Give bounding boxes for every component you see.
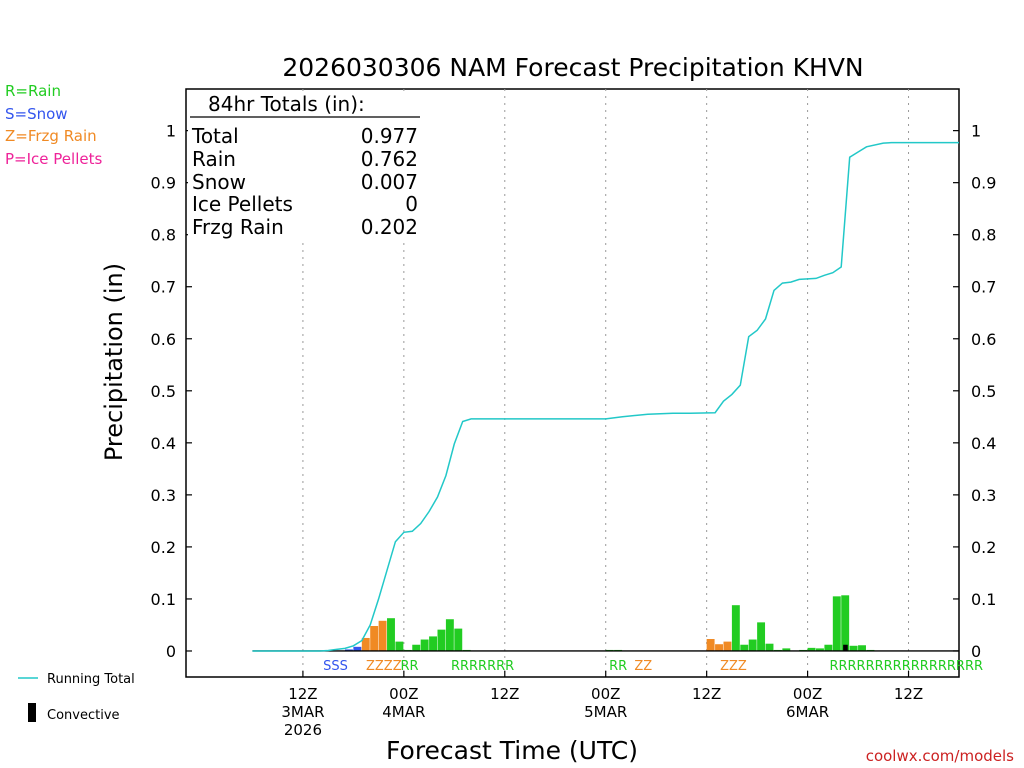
precip-bar bbox=[757, 622, 766, 651]
x-tick-label: 00Z bbox=[389, 685, 418, 703]
y-tick-label-right: 0.8 bbox=[971, 226, 996, 245]
chart-title: 2026030306 NAM Forecast Precipitation KH… bbox=[282, 53, 863, 82]
legend-freezing-rain: Z=Frzg Rain bbox=[5, 127, 97, 145]
totals-value-rain: 0.762 bbox=[361, 147, 418, 171]
precip-bar bbox=[361, 637, 370, 651]
y-tick-label-left: 0.1 bbox=[151, 590, 176, 609]
precip-bar bbox=[454, 628, 463, 651]
x-tick-label: 2026 bbox=[284, 721, 322, 739]
precip-bar bbox=[378, 620, 387, 651]
x-tick-label: 4MAR bbox=[382, 703, 425, 721]
x-tick-label: 5MAR bbox=[584, 703, 627, 721]
y-tick-label-left: 0 bbox=[166, 642, 176, 661]
legend-rain: R=Rain bbox=[5, 82, 61, 100]
precip-type-label: RR bbox=[400, 659, 418, 674]
y-tick-label-right: 0.3 bbox=[971, 486, 996, 505]
precip-bar bbox=[765, 643, 774, 651]
plot-frame bbox=[185, 88, 960, 678]
totals-value-total: 0.977 bbox=[361, 124, 418, 148]
totals-label-rain: Rain bbox=[192, 147, 236, 171]
precip-bar bbox=[841, 595, 850, 651]
running-total-legend-label: Running Total bbox=[47, 672, 135, 687]
legend-ice-pellets: P=Ice Pellets bbox=[5, 150, 102, 168]
precip-type-label: RR bbox=[609, 659, 627, 674]
precip-bar bbox=[429, 636, 437, 651]
convective-legend-swatch bbox=[28, 703, 36, 722]
precip-bar bbox=[715, 644, 723, 651]
precip-bar bbox=[740, 644, 749, 651]
precip-type-label: ZZZ bbox=[720, 659, 747, 674]
running-total-line bbox=[252, 141, 959, 652]
totals-box-bg bbox=[188, 91, 428, 241]
y-tick-label-right: 0.9 bbox=[971, 174, 996, 193]
precip-bar bbox=[706, 639, 715, 651]
y-tick-label-right: 0.6 bbox=[971, 330, 996, 349]
x-tick-label: 00Z bbox=[591, 685, 620, 703]
precip-bar bbox=[387, 618, 395, 651]
y-tick-label-left: 0.2 bbox=[151, 538, 176, 557]
totals-header: 84hr Totals (in): bbox=[208, 92, 365, 116]
precip-bar bbox=[807, 647, 816, 651]
y-tick-label-left: 0.6 bbox=[151, 330, 176, 349]
y-tick-label-left: 0.9 bbox=[151, 174, 176, 193]
precip-bar bbox=[816, 648, 824, 651]
y-tick-label-right: 0.4 bbox=[971, 434, 996, 453]
y-tick-label-left: 0.8 bbox=[151, 226, 176, 245]
y-tick-label-right: 0 bbox=[971, 642, 981, 661]
totals-value-freezing-rain: 0.202 bbox=[361, 215, 418, 239]
x-tick-label: 12Z bbox=[490, 685, 519, 703]
y-tick-label-right: 1 bbox=[971, 122, 981, 141]
precip-bar bbox=[858, 645, 866, 651]
precip-type-label: ZZZZ bbox=[366, 659, 402, 674]
y-tick-label-right: 0.5 bbox=[971, 382, 996, 401]
y-axis-label: Precipitation (in) bbox=[100, 263, 128, 461]
convective-bar bbox=[843, 644, 848, 651]
precip-type-label: SSS bbox=[323, 659, 348, 674]
credit-text: coolwx.com/models bbox=[866, 747, 1014, 765]
precip-bar bbox=[370, 626, 379, 651]
precip-bar bbox=[420, 639, 429, 651]
totals-label-total: Total bbox=[191, 124, 239, 148]
precip-bar bbox=[782, 648, 791, 651]
x-axis-label: Forecast Time (UTC) bbox=[386, 736, 638, 765]
y-tick-label-left: 0.5 bbox=[151, 382, 176, 401]
precip-bar bbox=[824, 644, 833, 651]
precip-bar bbox=[412, 644, 421, 651]
precip-type-label: RRRRRRR bbox=[451, 659, 514, 674]
y-tick-label-left: 0.4 bbox=[151, 434, 176, 453]
precip-bar bbox=[748, 639, 757, 651]
precip-type-label: ZZ bbox=[634, 659, 652, 674]
y-tick-label-right: 0.7 bbox=[971, 278, 996, 297]
precip-bar bbox=[849, 645, 858, 651]
totals-label-freezing-rain: Frzg Rain bbox=[192, 215, 284, 239]
totals-value-snow: 0.007 bbox=[361, 170, 418, 194]
y-tick-label-right: 0.1 bbox=[971, 590, 996, 609]
legend-snow: S=Snow bbox=[5, 105, 68, 123]
totals-value-ice-pellets: 0 bbox=[405, 192, 418, 216]
y-tick-label-left: 1 bbox=[166, 122, 176, 141]
precip-type-label: RRRRRRRRRRRRRRRRR bbox=[829, 659, 983, 674]
x-tick-label: 00Z bbox=[793, 685, 822, 703]
precip-bar bbox=[832, 596, 841, 651]
precip-bar bbox=[344, 649, 353, 651]
x-tick-label: 12Z bbox=[288, 685, 317, 703]
precip-bar bbox=[723, 641, 732, 651]
precip-bar bbox=[437, 629, 446, 651]
x-tick-label: 12Z bbox=[894, 685, 923, 703]
totals-label-ice-pellets: Ice Pellets bbox=[192, 192, 293, 216]
y-tick-label-left: 0.7 bbox=[151, 278, 176, 297]
precip-bar bbox=[353, 646, 362, 651]
precip-bar bbox=[731, 605, 740, 651]
precip-bar bbox=[395, 641, 404, 651]
y-tick-label-left: 0.3 bbox=[151, 486, 176, 505]
x-tick-label: 12Z bbox=[692, 685, 721, 703]
x-tick-label: 3MAR bbox=[281, 703, 324, 721]
x-tick-label: 6MAR bbox=[786, 703, 829, 721]
convective-legend-label: Convective bbox=[47, 708, 120, 723]
y-tick-label-right: 0.2 bbox=[971, 538, 996, 557]
totals-label-snow: Snow bbox=[192, 170, 246, 194]
precip-bar bbox=[445, 619, 454, 651]
